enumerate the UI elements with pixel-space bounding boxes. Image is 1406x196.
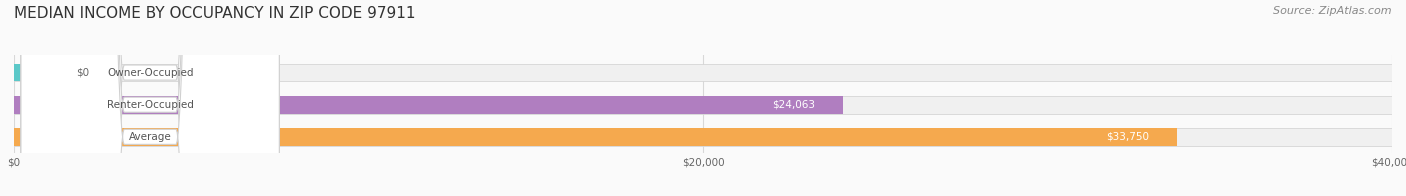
Bar: [14, 96, 844, 113]
FancyBboxPatch shape: [21, 0, 280, 196]
Bar: [14, 64, 1392, 81]
Text: MEDIAN INCOME BY OCCUPANCY IN ZIP CODE 97911: MEDIAN INCOME BY OCCUPANCY IN ZIP CODE 9…: [14, 6, 416, 21]
Text: Average: Average: [129, 132, 172, 142]
FancyBboxPatch shape: [21, 0, 280, 196]
Text: $24,063: $24,063: [772, 100, 815, 110]
Text: $33,750: $33,750: [1107, 132, 1149, 142]
Bar: [14, 128, 1177, 146]
Bar: [14, 64, 42, 81]
Text: $0: $0: [76, 68, 89, 78]
Bar: [14, 96, 1392, 113]
FancyBboxPatch shape: [21, 0, 280, 196]
Bar: [14, 128, 1392, 146]
Text: Renter-Occupied: Renter-Occupied: [107, 100, 194, 110]
Text: Owner-Occupied: Owner-Occupied: [107, 68, 194, 78]
Text: Source: ZipAtlas.com: Source: ZipAtlas.com: [1274, 6, 1392, 16]
